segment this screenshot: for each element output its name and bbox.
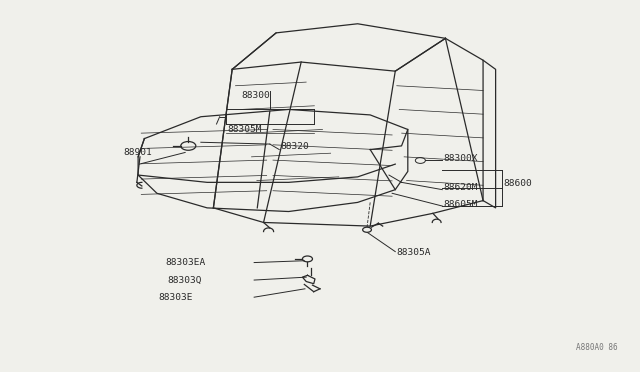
- Text: 88303EA: 88303EA: [166, 258, 206, 267]
- Text: A880A0 86: A880A0 86: [576, 343, 618, 352]
- Text: 88300: 88300: [242, 91, 271, 100]
- Text: 88620M: 88620M: [444, 183, 478, 192]
- Text: 88305M: 88305M: [227, 125, 262, 134]
- Text: 88305A: 88305A: [397, 248, 431, 257]
- Text: 88901: 88901: [123, 148, 152, 157]
- Text: 88300X: 88300X: [444, 154, 478, 163]
- Text: 88320: 88320: [280, 142, 309, 151]
- Text: 88303E: 88303E: [159, 293, 193, 302]
- Text: 88605M: 88605M: [444, 200, 478, 209]
- Text: 88600: 88600: [504, 179, 532, 187]
- Text: 88303Q: 88303Q: [168, 276, 202, 285]
